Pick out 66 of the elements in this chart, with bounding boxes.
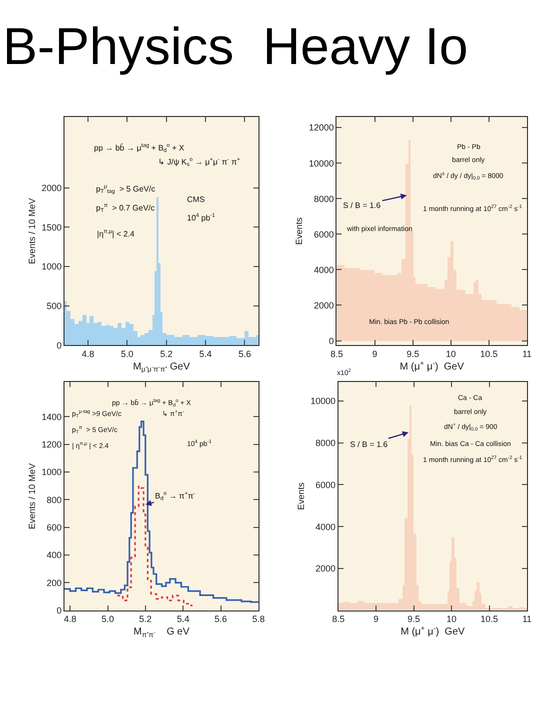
x-tick-label: 9.5 <box>408 614 420 624</box>
x-tick-label: 10 <box>446 614 457 624</box>
annotation: S / B = 1.6 <box>350 440 388 449</box>
y-tick-label: 0 <box>56 340 62 350</box>
annotation: |η$^{π,μ}$| < 2.4 <box>97 229 136 238</box>
annotation: B$_{d}$$^{o}$ → π$^{+}$π$^{-}$ <box>155 491 196 502</box>
y-tick-label: 1000 <box>42 262 62 272</box>
y-axis-title: Events / 10 MeV <box>26 463 37 530</box>
x-tick-label: 10.5 <box>480 614 498 624</box>
y-tick-label: 4000 <box>315 522 336 532</box>
x-tick-label: 5.2 <box>160 349 173 360</box>
y-tick-label: 6000 <box>314 229 334 240</box>
x-tick-label: 4.8 <box>82 349 94 360</box>
x-tick-label: 5.6 <box>214 614 228 624</box>
y-tick-label: 0 <box>328 336 334 346</box>
y-tick-label: 500 <box>46 301 62 312</box>
x-tick-label: 5.2 <box>139 614 152 624</box>
y-tick-label: 10000 <box>310 396 336 406</box>
y-tick-label: 1000 <box>42 467 62 478</box>
x-tick-label: 4.8 <box>64 614 76 624</box>
x-tick-label: 10.5 <box>480 349 498 360</box>
x-tick-label: 8.5 <box>330 349 343 360</box>
y-axis-title: Events / 10 MeV <box>26 198 37 264</box>
y-tick-label: 2000 <box>315 564 336 574</box>
x-tick-label: 9 <box>374 614 379 624</box>
x-tick-label: 9 <box>372 349 378 360</box>
x-axis-title: M$_{μ⁺μ⁻π⁻π⁺}$ GeV <box>133 362 190 374</box>
x-tick-label: 10 <box>446 349 456 360</box>
x-tick-label: 5.4 <box>199 349 212 360</box>
x-tick-label: 5.4 <box>176 614 190 624</box>
annotation: CMS <box>187 195 205 204</box>
y-tick-label: 1500 <box>42 222 62 232</box>
annotation: p$_{T}$$^{π}$ > 0.7 GeV/c <box>96 203 155 214</box>
text: M$_{π⁺π⁻}$ G eV <box>133 626 190 639</box>
chart-title: B-Physics Heavy Io <box>2 18 468 76</box>
annotation: pp → bb̄ → μ$^{tag}$ + B$_{d}$$^{o}$ + X <box>94 143 185 154</box>
x-axis-title: M (μ$^{+}$ μ$^{-}$) GeV <box>400 360 464 373</box>
y-tick-label: 200 <box>46 578 62 588</box>
y-tick-label: 2000 <box>314 300 334 310</box>
x-tick-label: 8.5 <box>332 614 345 624</box>
y-tick-label: 12000 <box>308 122 334 133</box>
annotation: 10$^{4}$ pb$^{-1}$ <box>187 213 216 222</box>
y-axis-title: Events <box>296 482 306 510</box>
y-tick-label: 6000 <box>315 480 336 490</box>
x-tick-label: 5.8 <box>252 614 265 624</box>
x-tick-label: 5.0 <box>120 349 134 360</box>
x-tick-label: 11 <box>522 349 532 360</box>
y-tick-label: 400 <box>46 550 62 560</box>
x-tick-label: 11 <box>522 614 532 624</box>
y-tick-label: 8000 <box>314 194 334 204</box>
text: ↳ J/ψ K$_{s}$$^{o}$ → μ$^{+}$μ$^{-}$ π$^{-}$ π$^{+}$ <box>158 157 240 168</box>
y-tick-label: 600 <box>46 522 62 533</box>
y-tick-label: 1400 <box>42 412 62 422</box>
y-tick-label: 4000 <box>314 264 334 275</box>
y-tick-label: 800 <box>46 494 62 505</box>
y-tick-label: 1200 <box>42 440 62 450</box>
annotation: S / B = 1.6 <box>343 201 382 210</box>
y-axis-title: Events <box>294 216 304 245</box>
x-tick-label: 9.5 <box>406 349 420 360</box>
y-tick-label: 2000 <box>42 182 62 193</box>
y-tick-label: 8000 <box>315 438 336 448</box>
y-tick-label: 0 <box>56 606 62 616</box>
x-axis-title: M (μ$^{+}$ μ$^{-}$) GeV <box>400 625 466 638</box>
x-tick-label: 5.6 <box>238 349 251 360</box>
y-tick-label: 10000 <box>308 158 334 168</box>
x-tick-label: 5.0 <box>101 614 114 624</box>
